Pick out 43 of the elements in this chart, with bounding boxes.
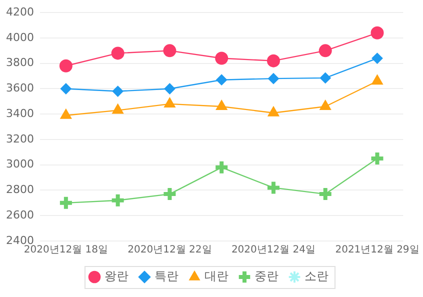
point	[112, 104, 124, 114]
legend-label: 대란	[204, 269, 228, 284]
y-tick-label: 3600	[6, 82, 34, 95]
point	[163, 44, 176, 58]
y-tick-label: 3000	[6, 158, 34, 171]
x-tick-label: 2020년12월 18일	[24, 244, 108, 256]
point	[215, 52, 228, 65]
point	[372, 74, 383, 85]
point	[164, 97, 176, 108]
legend-label: 중란	[254, 269, 278, 284]
x-tick-label: 2020년12월 24일	[231, 244, 316, 256]
point	[164, 83, 176, 94]
point	[112, 86, 124, 97]
point	[216, 74, 228, 86]
x-tick-label: 2021년12월 29일	[335, 244, 420, 256]
y-tick-label: 2800	[6, 183, 34, 196]
y-tick-label: 3800	[6, 56, 34, 70]
legend-label: 특란	[154, 269, 178, 284]
point	[318, 44, 332, 58]
point	[320, 72, 331, 84]
y-tick-label: 4000	[6, 30, 34, 44]
point	[320, 100, 332, 110]
y-tick-label: 3400	[6, 106, 34, 120]
y-tick-label: 3200	[6, 132, 34, 146]
point	[58, 194, 74, 211]
point	[111, 46, 124, 60]
point	[268, 106, 280, 116]
legend-label: 소란	[304, 269, 328, 284]
point	[216, 100, 228, 110]
point	[60, 83, 72, 94]
x-tick-label: 2020년12월 22일	[128, 244, 212, 256]
point	[214, 159, 230, 176]
point	[266, 54, 280, 68]
point	[60, 108, 72, 119]
point	[59, 59, 72, 72]
point	[268, 73, 279, 84]
y-tick-label: 4200	[6, 5, 34, 18]
point	[372, 52, 383, 64]
point	[265, 180, 282, 196]
point	[110, 192, 126, 208]
point	[370, 26, 384, 40]
legend-label: 왕란	[104, 269, 128, 284]
y-tick-label: 2600	[6, 208, 34, 222]
